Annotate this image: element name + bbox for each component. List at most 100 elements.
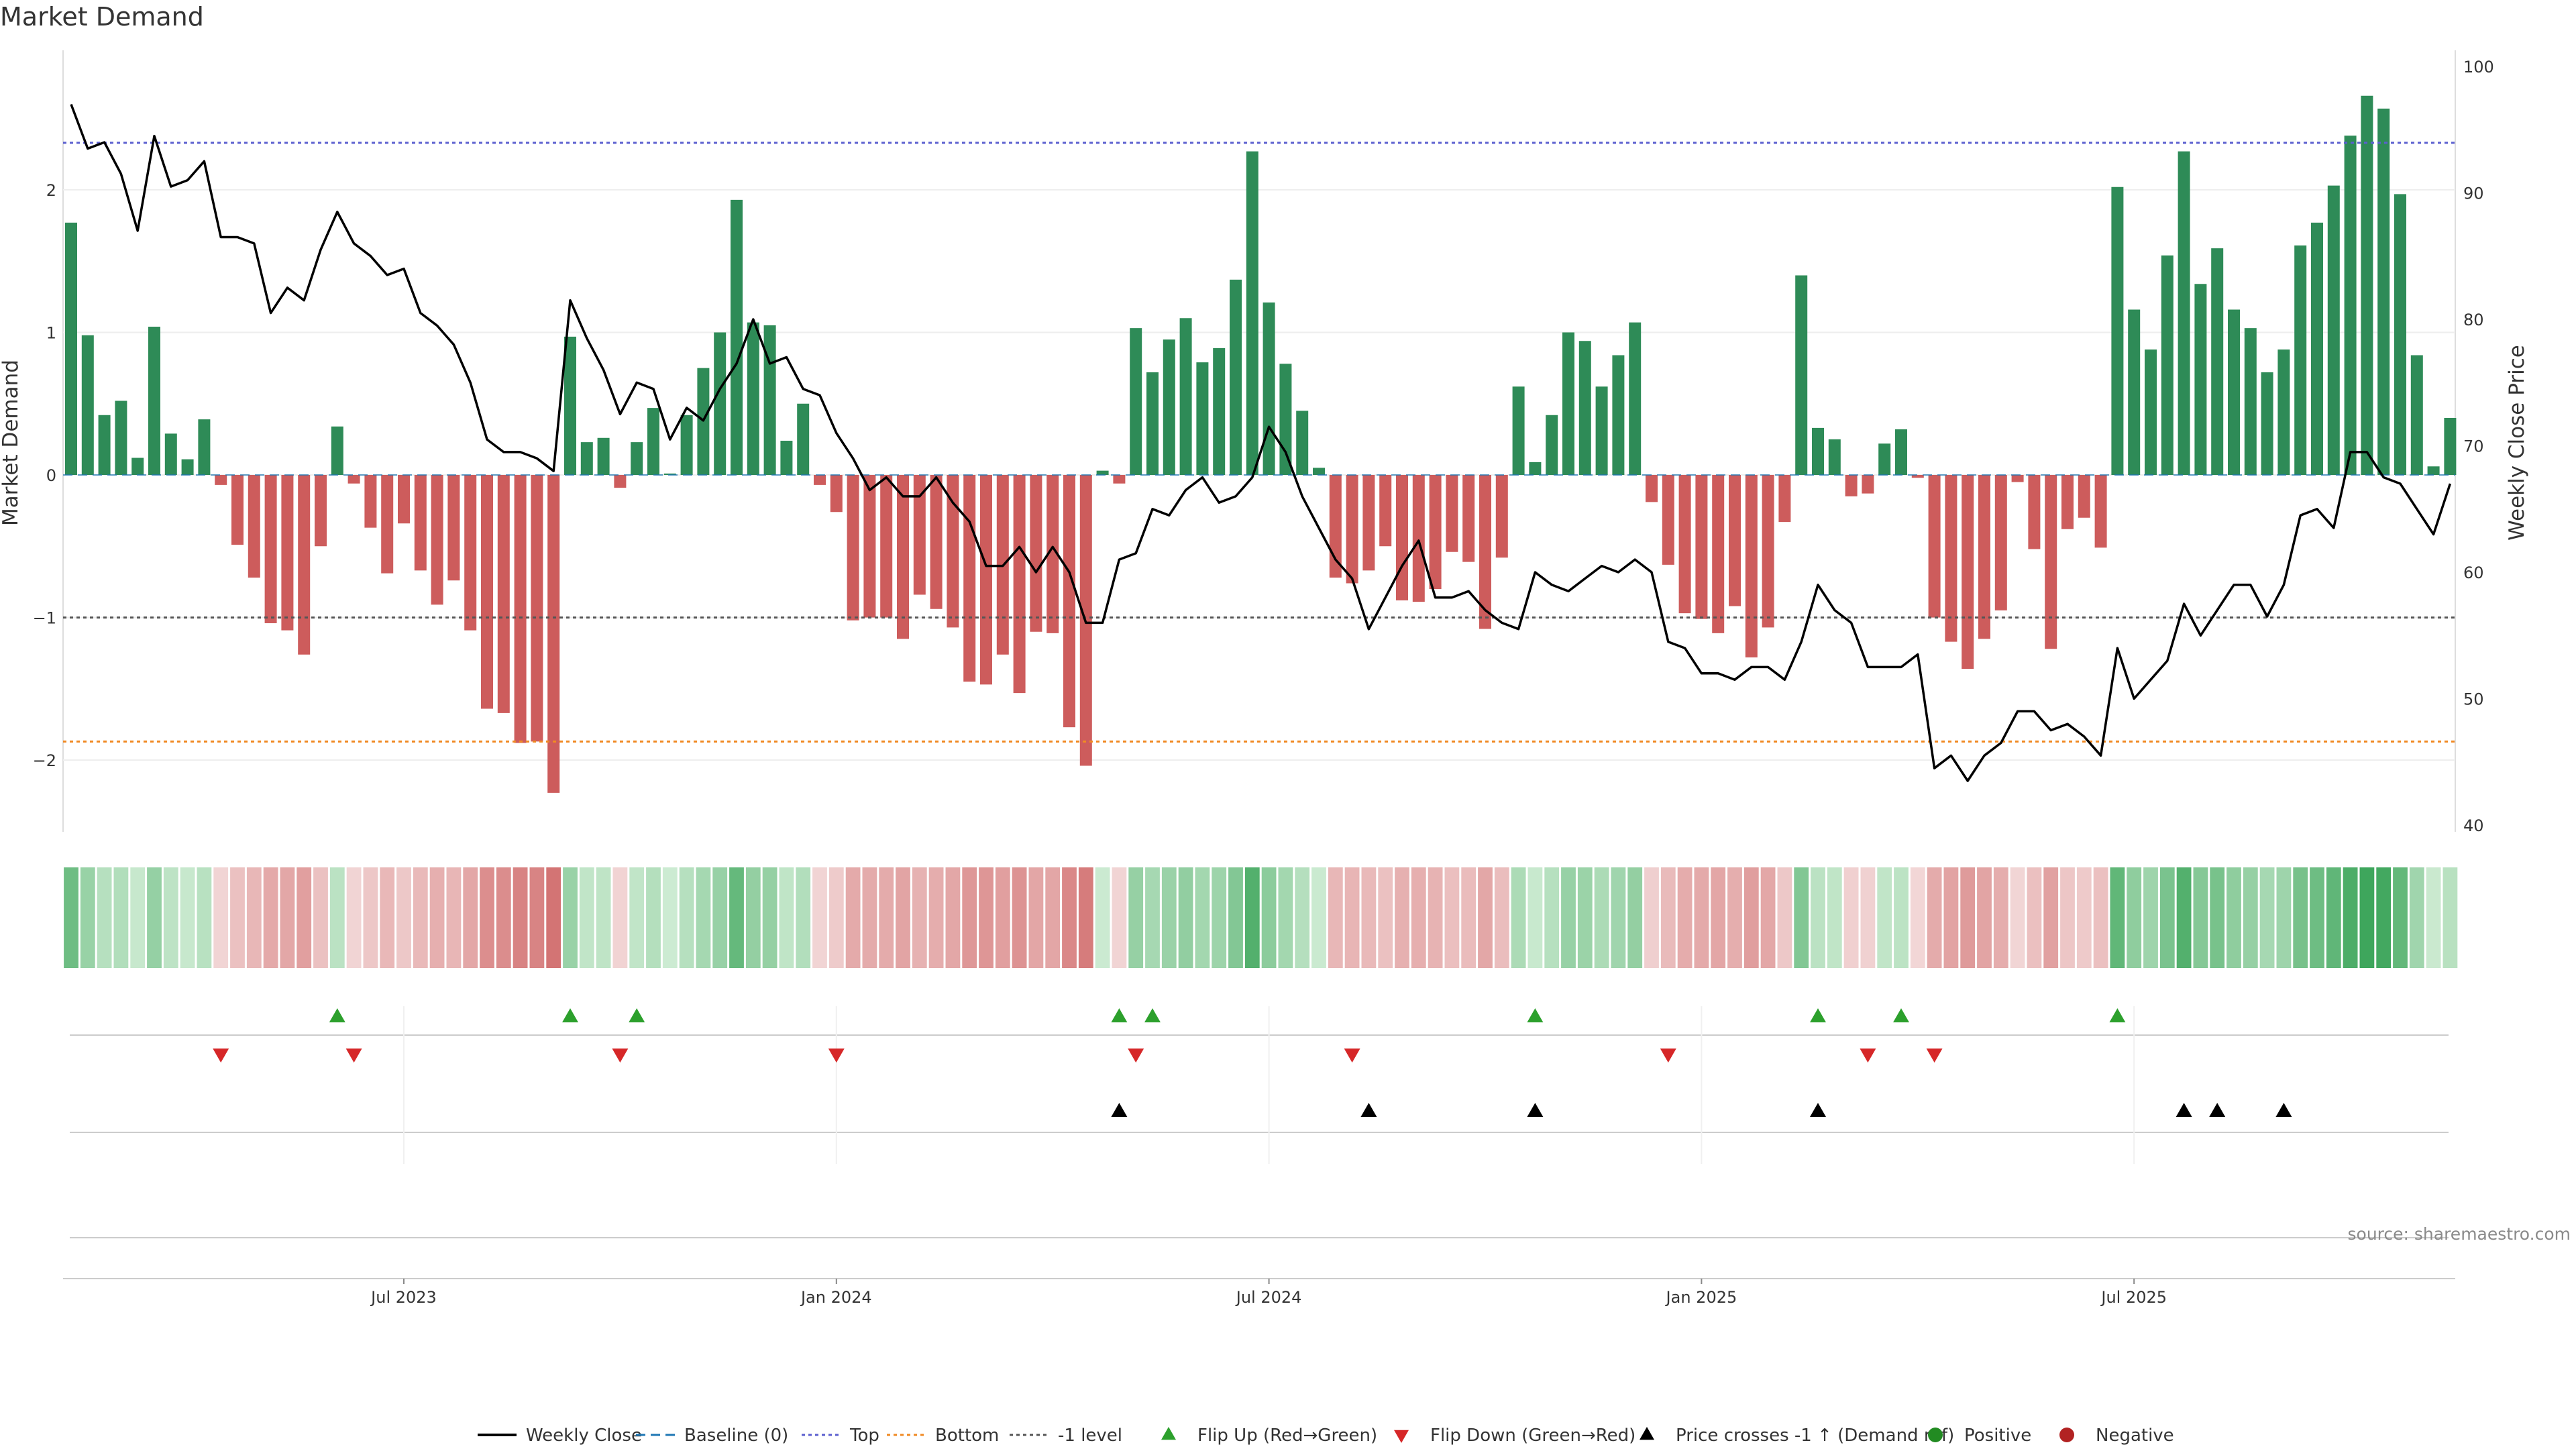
demand-bars	[65, 95, 2457, 793]
heat-cell	[2343, 867, 2358, 968]
legend-swatch-triangle-down	[1394, 1430, 1409, 1443]
positive-demand-bar	[1313, 468, 1325, 475]
heat-cell	[263, 867, 278, 968]
negative-demand-bar	[1978, 475, 1990, 639]
heat-cell	[230, 867, 245, 968]
negative-demand-bar	[614, 475, 627, 488]
heat-cell	[80, 867, 95, 968]
positive-demand-bar	[2294, 245, 2307, 475]
heat-cell	[1993, 867, 2008, 968]
positive-demand-bar	[131, 458, 144, 475]
heat-cell	[896, 867, 910, 968]
negative-demand-bar	[1845, 475, 1858, 496]
heat-cell	[1927, 867, 1942, 968]
positive-demand-bar	[1130, 328, 1142, 475]
left-tick-label: 1	[46, 324, 56, 343]
positive-demand-bar	[98, 415, 111, 475]
heat-cell	[1411, 867, 1426, 968]
positive-demand-bar	[115, 400, 127, 475]
flip-down-marker	[1128, 1049, 1144, 1063]
negative-demand-bar	[1013, 475, 1026, 694]
heat-cell	[696, 867, 711, 968]
positive-demand-bar	[663, 473, 676, 475]
price-cross-marker	[2176, 1103, 2192, 1117]
positive-demand-bar	[797, 403, 810, 475]
heat-cell	[446, 867, 462, 968]
negative-demand-bar	[1862, 475, 1874, 494]
heat-cell	[646, 867, 661, 968]
heat-cell	[1711, 867, 1726, 968]
flip-up-marker	[1893, 1008, 1909, 1022]
source-note: source: sharemaestro.com	[2348, 1224, 2571, 1244]
heat-cell	[2010, 867, 2025, 968]
heat-cell	[1794, 867, 1809, 968]
negative-demand-bar	[381, 475, 394, 574]
left-axis-label: Market Demand	[0, 360, 23, 526]
heat-cell	[1228, 867, 1243, 968]
negative-demand-bar	[1712, 475, 1725, 633]
x-axis-ticks: Jul 2023 Jan 2024 Jul 2024 Jan 2025 Jul 2025	[370, 1279, 2167, 1307]
heat-cell	[546, 867, 561, 968]
heat-cell	[213, 867, 229, 968]
positive-demand-bar	[1163, 339, 1175, 475]
heat-cell	[2310, 867, 2324, 968]
negative-demand-bar	[863, 475, 876, 618]
positive-demand-bar	[1246, 151, 1258, 475]
negative-demand-bar	[1329, 475, 1342, 578]
positive-demand-bar	[81, 335, 94, 475]
positive-demand-bar	[1562, 332, 1574, 475]
legend-swatch-circle	[1928, 1428, 1943, 1442]
negative-demand-bar	[1462, 475, 1475, 562]
positive-demand-bar	[331, 426, 343, 475]
heat-cell	[130, 867, 146, 968]
positive-demand-bar	[714, 332, 727, 475]
flip-up-marker	[2109, 1008, 2126, 1022]
heat-cell	[1045, 867, 1061, 968]
negative-demand-bar	[2028, 475, 2041, 549]
negative-demand-bar	[1962, 475, 1974, 669]
positive-demand-bar	[2394, 194, 2406, 475]
heat-cell	[979, 867, 994, 968]
heat-cell	[596, 867, 611, 968]
heat-cell	[2326, 867, 2341, 968]
heat-cell	[1527, 867, 1543, 968]
negative-demand-bar	[1911, 475, 1924, 478]
flip-down-marker	[1926, 1049, 1943, 1063]
heat-cell	[1694, 867, 1709, 968]
heat-cell	[1311, 867, 1326, 968]
heat-cell	[812, 867, 827, 968]
flip-up-marker	[1810, 1008, 1826, 1022]
positive-demand-bar	[564, 336, 576, 475]
negative-demand-bar	[1745, 475, 1758, 657]
flip-up-marker	[329, 1008, 345, 1022]
positive-demand-bar	[780, 441, 793, 475]
heat-cell	[1145, 867, 1160, 968]
positive-demand-bar	[731, 199, 743, 475]
flip-up-marker	[1527, 1008, 1544, 1022]
x-tick-label: Jan 2024	[800, 1288, 872, 1307]
heat-cell	[1660, 867, 1676, 968]
heat-cell	[1611, 867, 1626, 968]
positive-demand-bar	[1578, 341, 1591, 475]
heat-cell	[1295, 867, 1310, 968]
heat-cell	[1078, 867, 1093, 968]
positive-demand-bar	[1230, 279, 1242, 475]
negative-demand-bar	[1346, 475, 1358, 584]
heat-cell	[380, 867, 395, 968]
flip-up-marker	[562, 1008, 578, 1022]
negative-demand-bar	[1412, 475, 1425, 602]
negative-demand-bar	[2094, 475, 2107, 548]
heat-cell	[1112, 867, 1127, 968]
heat-cell	[2259, 867, 2275, 968]
positive-demand-bar	[2111, 186, 2124, 475]
heat-cell	[2393, 867, 2408, 968]
positive-demand-bar	[198, 419, 211, 475]
positive-demand-bar	[680, 415, 693, 475]
heat-cell	[845, 867, 861, 968]
heat-cell	[1910, 867, 1925, 968]
negative-demand-bar	[930, 475, 943, 609]
heat-cell	[1561, 867, 1576, 968]
left-tick-label: −2	[33, 751, 56, 770]
heat-cell	[1727, 867, 1742, 968]
heat-cell	[513, 867, 528, 968]
